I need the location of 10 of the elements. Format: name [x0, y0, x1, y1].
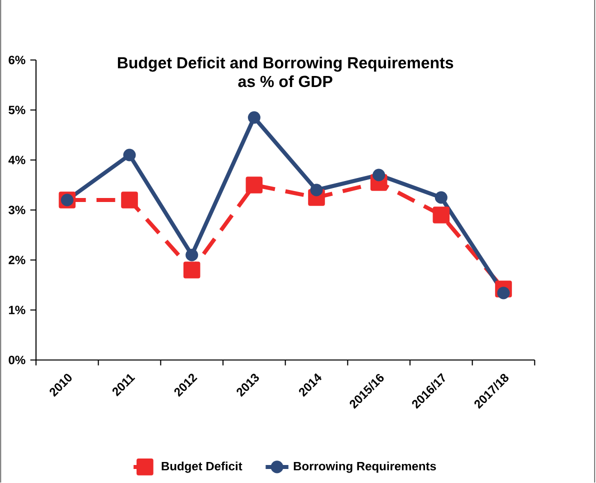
y-tick-label: 4%	[8, 156, 26, 164]
y-tick-label: 0%	[8, 356, 26, 364]
legend-label: Borrowing Requirements	[294, 462, 436, 474]
chart-title: Budget Deficit and Borrowing Requirements as % of GDP	[118, 56, 454, 88]
legend-label: Budget Deficit	[162, 462, 242, 474]
y-tick-label: 5%	[8, 106, 26, 114]
y-tick-label: 6%	[8, 56, 26, 64]
y-tick-label: 2%	[8, 256, 26, 264]
y-tick-label: 3%	[8, 206, 26, 214]
y-tick-label: 1%	[9, 306, 26, 314]
